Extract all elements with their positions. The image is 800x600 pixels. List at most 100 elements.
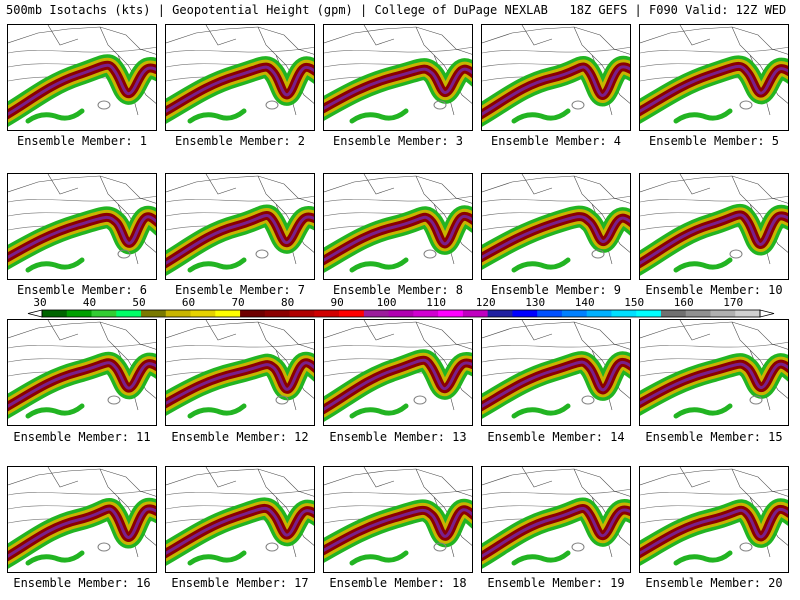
ensemble-map-17 — [166, 467, 314, 566]
secondary-isotach-streak — [187, 403, 247, 419]
isotach-core-110kt — [324, 214, 472, 262]
isotach-core-110kt — [324, 358, 472, 411]
ensemble-panel-6 — [7, 173, 157, 280]
colorbar-right-arrow — [759, 309, 775, 318]
ensemble-map-18 — [324, 467, 472, 566]
ensemble-map-14 — [482, 320, 630, 419]
height-contour — [324, 62, 472, 68]
map-borders — [8, 467, 156, 558]
ensemble-map-2 — [166, 25, 314, 124]
isotach-core-110kt — [166, 65, 314, 113]
height-contour — [8, 195, 156, 203]
height-contour — [482, 504, 630, 510]
closed-height-contour — [739, 100, 753, 110]
isotach-core-110kt — [640, 213, 788, 265]
ensemble-map-12 — [166, 320, 314, 419]
ensemble-member-label: Ensemble Member: 11 — [13, 430, 151, 444]
ensemble-panel-4 — [481, 24, 631, 131]
secondary-isotach-streak — [25, 108, 85, 124]
ensemble-map-13 — [324, 320, 472, 422]
colorbar-swatch — [215, 310, 241, 317]
ensemble-panel-5 — [639, 24, 789, 131]
closed-height-contour — [433, 100, 447, 110]
height-contour — [640, 357, 788, 363]
isotach-core-110kt — [166, 213, 314, 265]
ensemble-panel-18 — [323, 466, 473, 573]
secondary-isotach-streak — [349, 403, 409, 419]
height-contour — [324, 488, 472, 496]
colorbar-swatch — [42, 310, 68, 317]
isotach-core-110kt — [8, 215, 156, 259]
secondary-isotach-streak — [673, 108, 733, 124]
secondary-isotach-streak — [349, 257, 409, 273]
isotach-core-110kt — [324, 67, 472, 110]
isotach-core-110kt — [8, 361, 156, 408]
ensemble-member-label: Ensemble Member: 7 — [174, 283, 306, 297]
colorbar-swatch — [388, 310, 414, 317]
ensemble-member-label: Ensemble Member: 15 — [645, 430, 783, 444]
isotach-core-110kt — [640, 65, 788, 113]
height-contour — [640, 488, 788, 496]
map-borders — [324, 467, 472, 558]
colorbar-swatch — [339, 310, 365, 317]
secondary-isotach-streak — [511, 403, 571, 419]
map-borders — [166, 25, 314, 116]
colorbar-swatch — [561, 310, 588, 317]
map-borders — [324, 320, 472, 411]
closed-height-contour — [97, 542, 111, 552]
ensemble-panel-12 — [165, 319, 315, 426]
colorbar-swatch — [413, 310, 439, 317]
isotach-core-110kt — [482, 65, 630, 116]
ensemble-map-16 — [8, 467, 156, 569]
secondary-isotach-streak — [673, 257, 733, 273]
closed-height-contour — [117, 249, 131, 259]
colorbar-tick-label: 40 — [82, 296, 97, 309]
ensemble-member-label: Ensemble Member: 10 — [645, 283, 783, 297]
ensemble-map-5 — [640, 25, 788, 124]
secondary-isotach-streak — [25, 257, 85, 273]
colorbar-tick-label: 100 — [376, 296, 397, 309]
colorbar-swatch — [487, 310, 513, 317]
closed-height-contour — [255, 249, 269, 259]
colorbar-swatch — [586, 310, 612, 317]
closed-height-contour — [591, 249, 605, 259]
secondary-isotach-streak — [511, 108, 571, 124]
colorbar-tick-label: 110 — [426, 296, 447, 309]
ensemble-member-label: Ensemble Member: 12 — [171, 430, 309, 444]
ensemble-member-label: Ensemble Member: 3 — [332, 134, 464, 148]
ensemble-map-3 — [324, 25, 472, 124]
closed-height-contour — [571, 542, 585, 552]
colorbar-tick-label: 90 — [330, 296, 344, 309]
closed-height-contour — [423, 249, 437, 259]
secondary-isotach-streak — [673, 403, 733, 419]
ensemble-panel-3 — [323, 24, 473, 131]
ensemble-map-7 — [166, 174, 314, 276]
closed-height-contour — [265, 542, 279, 552]
ensemble-member-label: Ensemble Member: 17 — [171, 576, 309, 590]
colorbar-left-arrow — [27, 309, 43, 318]
height-contour — [324, 46, 472, 54]
height-contour — [8, 488, 156, 496]
isotach-core-110kt — [166, 361, 314, 405]
secondary-isotach-streak — [511, 257, 571, 273]
isotach-core-110kt — [482, 360, 630, 408]
closed-height-contour — [265, 100, 279, 110]
isotach-core-110kt — [166, 507, 314, 555]
colorbar-swatch — [314, 310, 340, 317]
map-borders — [640, 467, 788, 558]
ensemble-member-label: Ensemble Member: 14 — [487, 430, 625, 444]
ensemble-member-label: Ensemble Member: 19 — [487, 576, 625, 590]
ensemble-panel-13 — [323, 319, 473, 426]
colorbar-tick-label: 140 — [574, 296, 595, 309]
ensemble-panel-2 — [165, 24, 315, 131]
colorbar-outline — [41, 309, 761, 318]
colorbar-swatch — [66, 310, 93, 317]
colorbar-tick-label: 160 — [673, 296, 694, 309]
ensemble-map-19 — [482, 467, 630, 569]
map-borders — [640, 320, 788, 411]
colorbar-tick-label: 60 — [181, 296, 196, 309]
ensemble-panel-16 — [7, 466, 157, 573]
ensemble-panel-10 — [639, 173, 789, 280]
colorbar-tick-label: 130 — [525, 296, 546, 309]
map-borders — [8, 174, 156, 265]
